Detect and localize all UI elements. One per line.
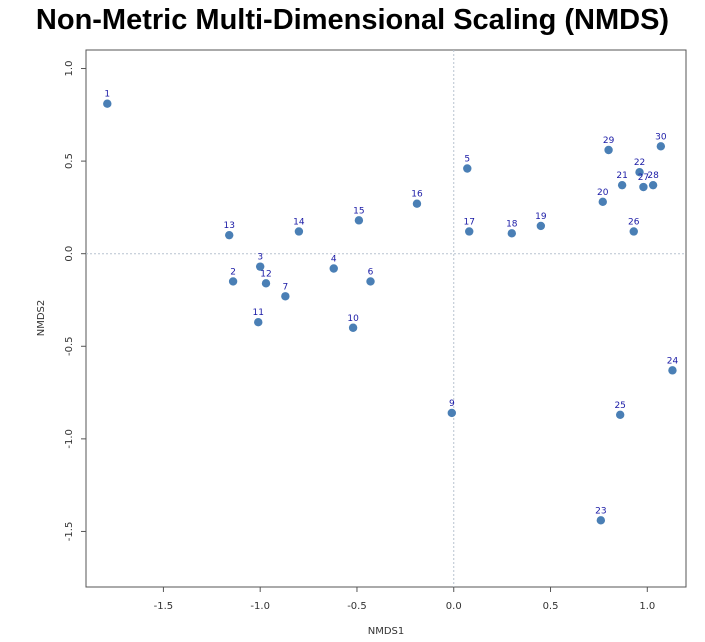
data-point-label-22: 22 [634, 158, 645, 168]
data-point-28 [648, 180, 658, 190]
y-tick-label: -0.5 [64, 337, 75, 357]
data-point-12 [261, 279, 271, 288]
x-tick-label: 0.0 [446, 601, 462, 612]
data-point-1 [103, 99, 112, 108]
data-point-18 [507, 229, 517, 238]
data-point-15 [354, 216, 364, 225]
plot-frame [85, 49, 687, 588]
data-point-label-19: 19 [535, 212, 547, 222]
data-point-label-17: 17 [463, 217, 474, 227]
data-point-label-3: 3 [257, 253, 263, 263]
data-point-11 [254, 318, 263, 327]
x-axis-label: NMDS1 [368, 626, 405, 637]
data-point-3 [255, 262, 265, 271]
data-point-label-16: 16 [411, 190, 423, 200]
x-tick-label: 0.5 [543, 601, 559, 612]
data-point-19 [536, 221, 546, 231]
data-point-27 [639, 182, 648, 192]
y-axis-ticks: 1.0 0.5 0.0 -0.5 -1.0 -1.5 [64, 61, 86, 542]
data-point-label-2: 2 [230, 267, 236, 277]
data-point-label-20: 20 [597, 188, 609, 198]
data-point-21 [617, 180, 627, 190]
data-point-label-18: 18 [506, 219, 518, 229]
data-point-label-13: 13 [223, 221, 234, 231]
data-point-label-28: 28 [647, 171, 659, 181]
y-tick-label: 1.0 [64, 61, 75, 77]
data-point-label-14: 14 [293, 217, 305, 227]
data-point-2 [228, 277, 238, 286]
data-point-label-5: 5 [464, 155, 470, 165]
data-point-label-6: 6 [368, 267, 374, 277]
data-point-label-26: 26 [628, 217, 640, 227]
y-tick-label: 0.5 [64, 153, 75, 169]
data-point-label-11: 11 [253, 308, 264, 318]
data-point-6 [366, 277, 375, 286]
data-point-label-1: 1 [104, 90, 110, 100]
data-point-label-4: 4 [331, 255, 337, 265]
reference-lines [86, 50, 686, 587]
data-point-label-7: 7 [282, 282, 288, 292]
data-point-30 [656, 142, 666, 151]
data-point-label-15: 15 [353, 206, 364, 216]
data-point-17 [465, 227, 474, 236]
data-point-label-25: 25 [614, 401, 625, 411]
y-tick-label: -1.0 [64, 429, 75, 449]
data-point-5 [463, 164, 472, 173]
data-point-label-24: 24 [667, 356, 679, 366]
data-point-label-30: 30 [655, 132, 667, 142]
data-point-7 [281, 292, 290, 301]
data-point-9 [447, 408, 457, 418]
data-point-22 [635, 168, 644, 177]
data-point-label-10: 10 [347, 314, 359, 324]
chart-title: Non-Metric Multi-Dimensional Scaling (NM… [35, 4, 670, 36]
data-point-label-27: 27 [638, 173, 649, 183]
y-tick-label: 0.0 [64, 246, 75, 262]
data-point-26 [629, 227, 638, 236]
data-point-4 [329, 264, 338, 273]
x-axis-ticks: -1.5 -1.0 -0.5 0.0 0.5 1.0 [154, 587, 655, 612]
data-point-16 [412, 199, 422, 208]
data-point-label-23: 23 [595, 506, 606, 516]
data-point-25 [615, 410, 625, 419]
x-tick-label: -0.5 [347, 601, 367, 612]
x-tick-label: 1.0 [639, 601, 655, 612]
y-axis-label: NMDS2 [36, 300, 47, 337]
data-point-20 [598, 197, 607, 207]
x-tick-label: -1.5 [154, 601, 174, 612]
y-tick-label: -1.5 [64, 522, 75, 542]
data-point-label-9: 9 [449, 399, 455, 409]
data-point-label-12: 12 [260, 269, 271, 279]
data-point-10 [348, 323, 358, 332]
x-tick-label: -1.0 [250, 601, 270, 612]
data-point-24 [668, 366, 677, 375]
data-point-label-21: 21 [616, 171, 627, 181]
data-point-14 [294, 227, 304, 236]
data-point-23 [596, 516, 606, 525]
data-point-13 [225, 230, 234, 240]
data-point-label-29: 29 [603, 136, 615, 146]
data-point-29 [604, 145, 613, 155]
